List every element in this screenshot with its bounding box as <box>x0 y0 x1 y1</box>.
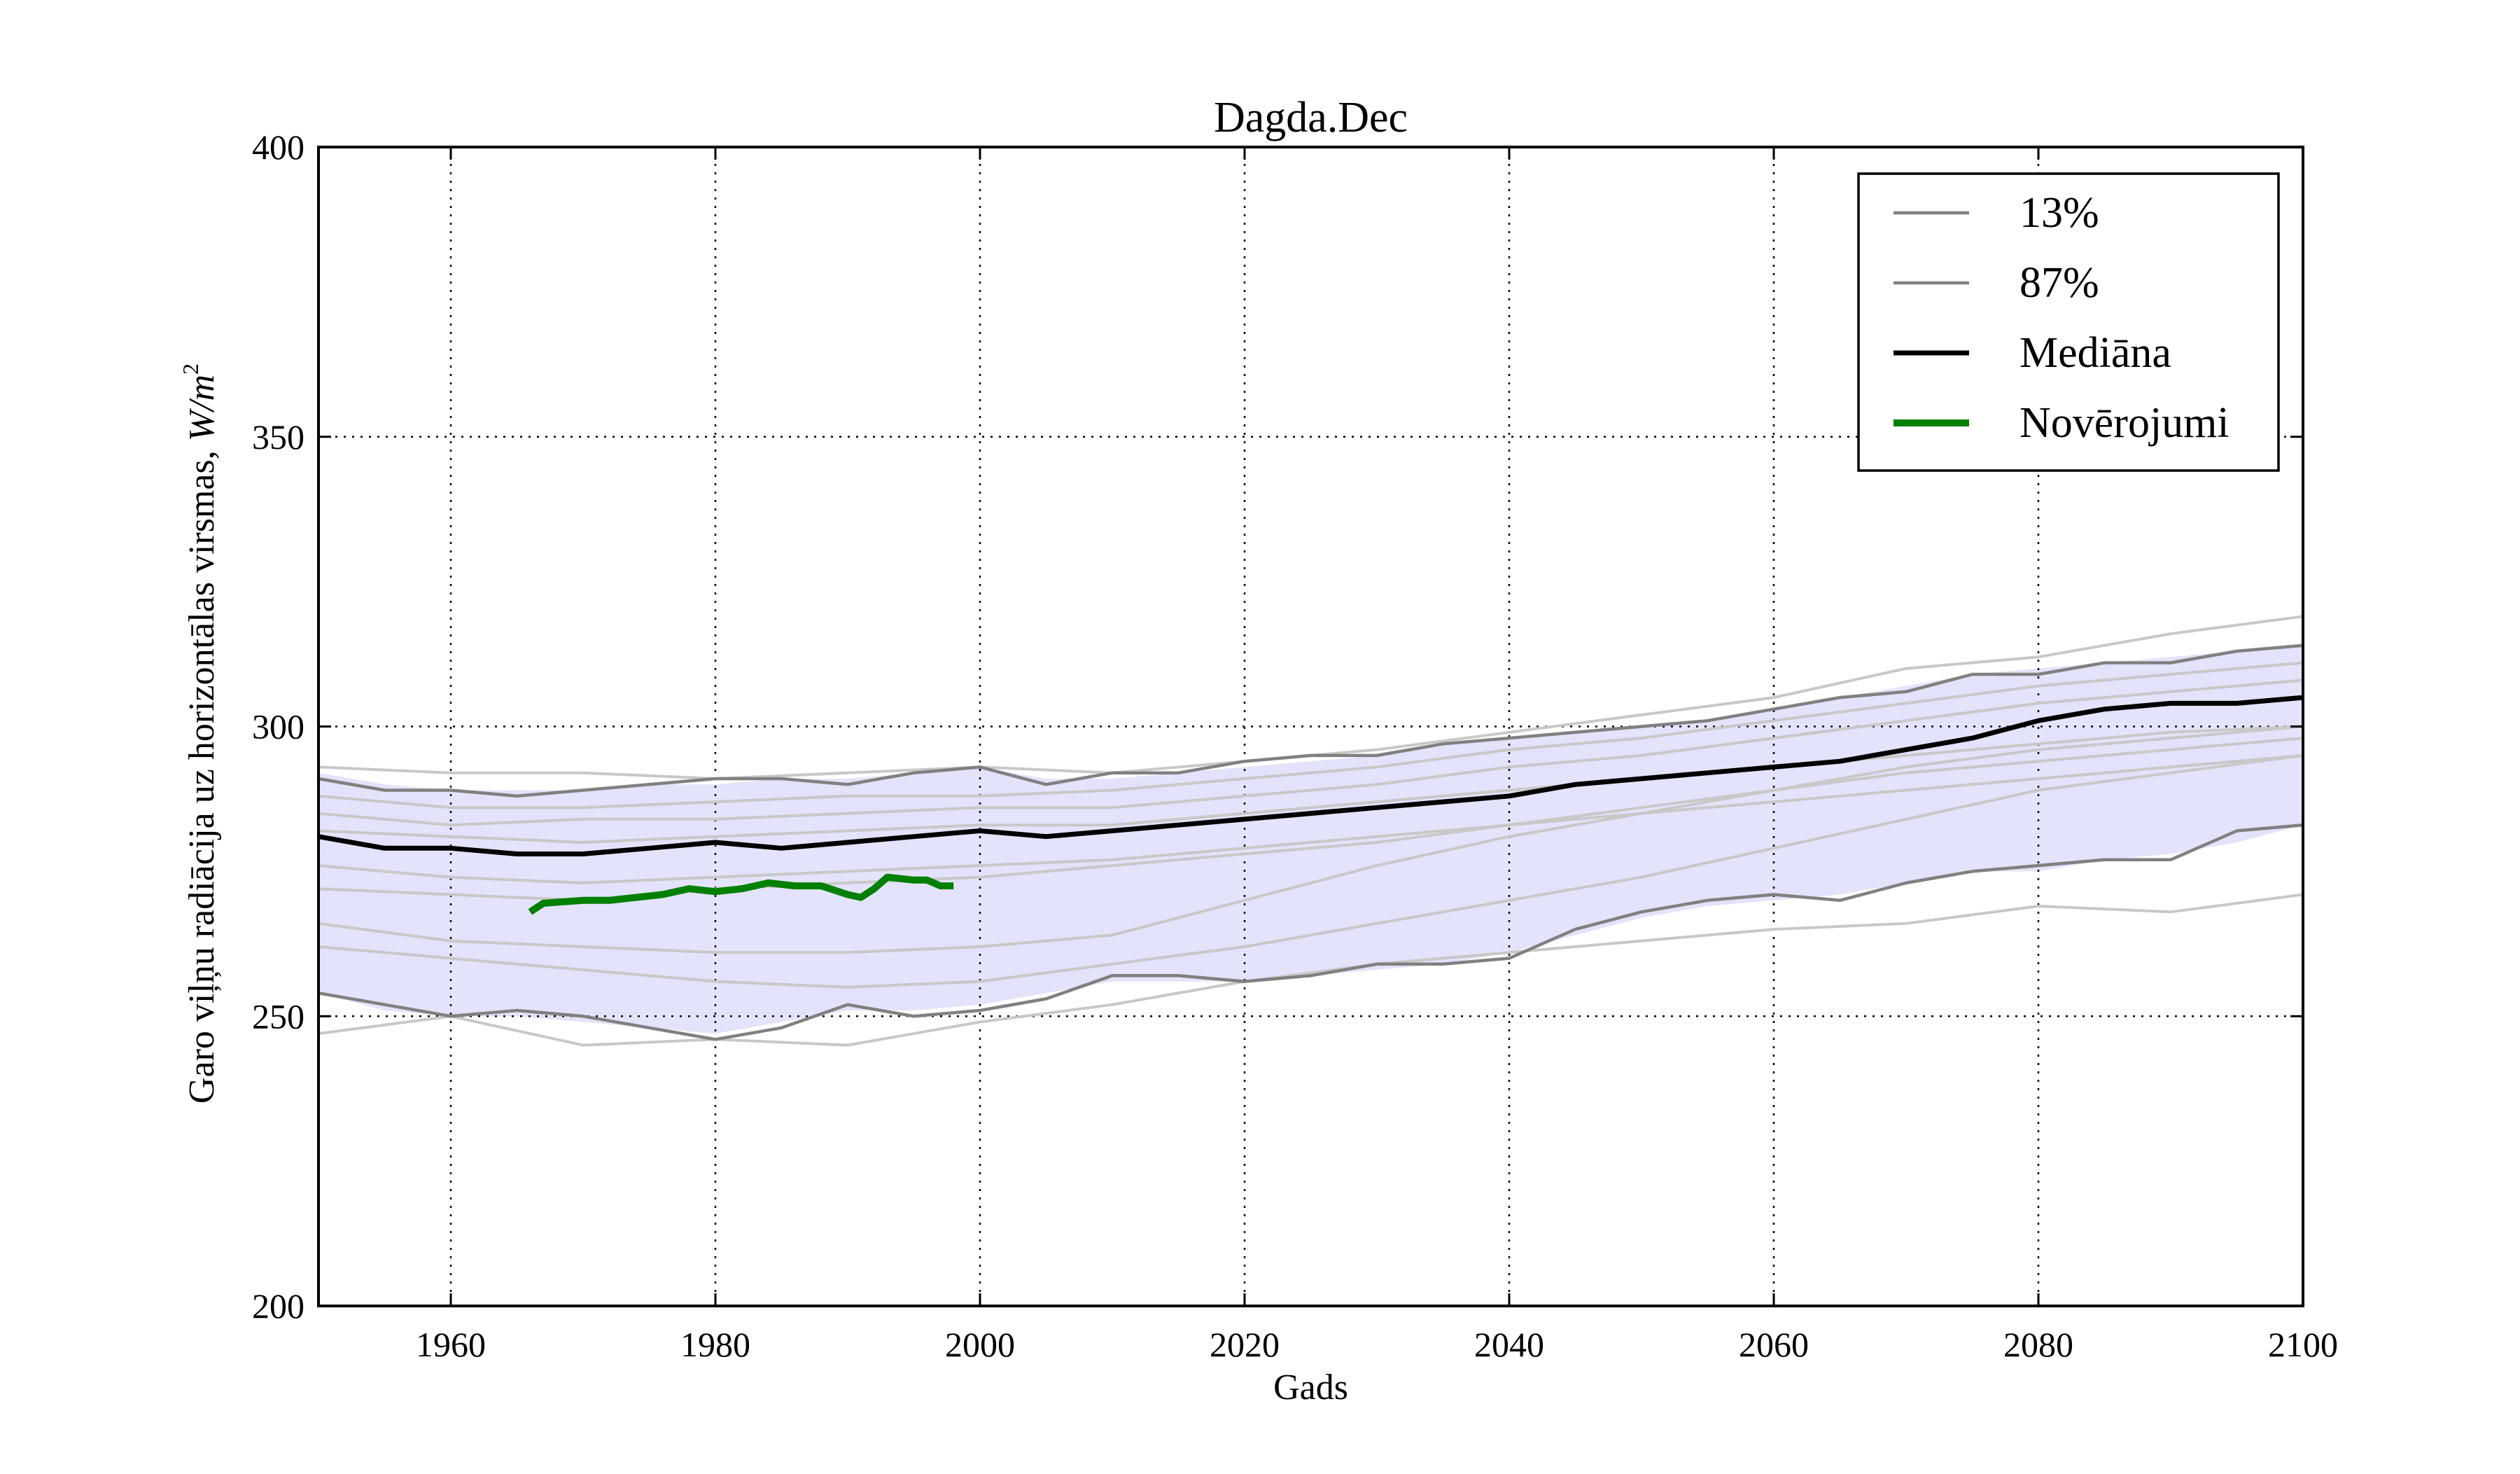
series-lines <box>318 644 2304 1041</box>
uncertainty-band <box>318 645 2303 1034</box>
y-tick-label: 300 <box>252 707 304 746</box>
x-tick-label: 2040 <box>1474 1325 1544 1364</box>
x-tick-label: 2100 <box>2268 1325 2338 1364</box>
y-axis-label-unit-superscript: 2 <box>178 363 203 375</box>
x-axis-label: Gads <box>1273 1368 1348 1407</box>
y-tick-label: 250 <box>252 996 304 1036</box>
y-axis-label: Garo viļņu radiācija uz horizontālas vir… <box>178 363 222 1104</box>
axis-ticks: 1960 1980 2000 2020 2040 2060 2080 2100 200 250 30… <box>252 127 2338 1364</box>
x-tick-label: 2060 <box>1739 1325 1809 1364</box>
x-tick-label: 1960 <box>416 1325 486 1364</box>
chart-title: Dagda.Dec <box>1214 94 1408 141</box>
ensemble-line <box>318 725 2304 844</box>
ensemble-line <box>318 661 2304 809</box>
series-line-0 <box>318 823 2304 1041</box>
x-tick-label: 2080 <box>2003 1325 2073 1364</box>
ensemble-line <box>318 679 2304 827</box>
x-tick-label: 2000 <box>945 1325 1015 1364</box>
x-tick-label: 2020 <box>1210 1325 1280 1364</box>
y-tick-label: 400 <box>252 127 304 167</box>
ensemble-line <box>318 753 2304 989</box>
grid <box>318 147 2303 1306</box>
x-tick-label: 1980 <box>680 1325 750 1364</box>
legend-label: Novērojumi <box>2019 399 2230 447</box>
series-line-2 <box>318 695 2304 856</box>
legend: 13% 87% Mediāna Novērojumi <box>1857 172 2280 472</box>
series-line-1 <box>318 644 2304 798</box>
legend-label: Mediāna <box>2019 329 2171 377</box>
ensemble-line <box>318 725 2304 954</box>
y-axis-label-text: Garo viļņu radiācija uz horizontālas vir… <box>182 441 222 1104</box>
ensemble-line <box>318 753 2304 884</box>
legend-label: 87% <box>2019 259 2099 307</box>
ensemble-line <box>318 893 2304 1047</box>
y-tick-label: 350 <box>252 417 304 457</box>
series-line-3 <box>528 873 954 915</box>
band-area <box>318 645 2303 1034</box>
legend-label: 13% <box>2019 189 2099 237</box>
y-tick-label: 200 <box>252 1286 304 1326</box>
y-axis-label-unit: W/m <box>182 375 222 441</box>
